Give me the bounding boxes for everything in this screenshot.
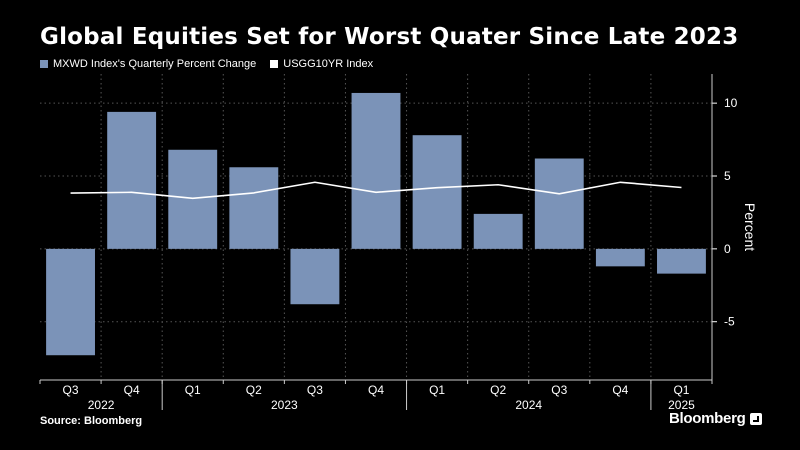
- x-year-label: 2022: [88, 398, 115, 412]
- bar: [595, 248, 645, 267]
- bloomberg-icon: [750, 412, 763, 425]
- legend-item-bars: MXWD Index's Quarterly Percent Change: [40, 58, 256, 70]
- brand-text: Bloomberg: [669, 410, 746, 427]
- bar: [290, 248, 340, 305]
- bar: [46, 248, 95, 356]
- chart-title: Global Equities Set for Worst Quater Sin…: [40, 24, 739, 50]
- x-tick-label: Q3: [307, 383, 323, 397]
- bar: [107, 111, 157, 249]
- bar: [351, 92, 401, 249]
- x-year-label: 2024: [515, 398, 542, 412]
- legend-swatch-bars: [40, 60, 48, 68]
- x-year-label: 2025: [668, 398, 695, 412]
- y-tick-label: -5: [724, 315, 735, 329]
- bar: [534, 158, 584, 249]
- bar: [168, 149, 218, 249]
- brand-logo: Bloomberg: [669, 410, 763, 427]
- legend-swatch-line: [270, 60, 279, 68]
- y-tick-label: 0: [724, 242, 731, 256]
- x-tick-label: Q4: [368, 383, 384, 397]
- legend-label-bars: MXWD Index's Quarterly Percent Change: [53, 58, 257, 70]
- x-tick-label: Q1: [429, 383, 445, 397]
- x-tick-label: Q1: [673, 383, 689, 397]
- legend: MXWD Index's Quarterly Percent Change US…: [40, 58, 373, 70]
- y-tick-label: 10: [724, 96, 738, 110]
- legend-label-line: USGG10YR Index: [283, 58, 374, 70]
- x-year-label: 2023: [271, 398, 298, 412]
- x-tick-label: Q1: [185, 383, 201, 397]
- bar: [229, 167, 279, 249]
- y-axis-label: Percent: [742, 203, 758, 251]
- source-note: Source: Bloomberg: [40, 415, 143, 427]
- bar: [657, 248, 706, 274]
- x-tick-label: Q3: [551, 383, 567, 397]
- legend-item-line: USGG10YR Index: [270, 58, 373, 70]
- bar: [473, 213, 523, 249]
- x-tick-label: Q2: [490, 383, 506, 397]
- x-tick-label: Q3: [63, 383, 79, 397]
- series-line-usgg10yr: [70, 181, 682, 200]
- x-tick-label: Q2: [246, 383, 262, 397]
- y-tick-label: 5: [724, 169, 731, 183]
- bar: [412, 135, 462, 249]
- x-tick-label: Q4: [612, 383, 628, 397]
- x-tick-label: Q4: [124, 383, 140, 397]
